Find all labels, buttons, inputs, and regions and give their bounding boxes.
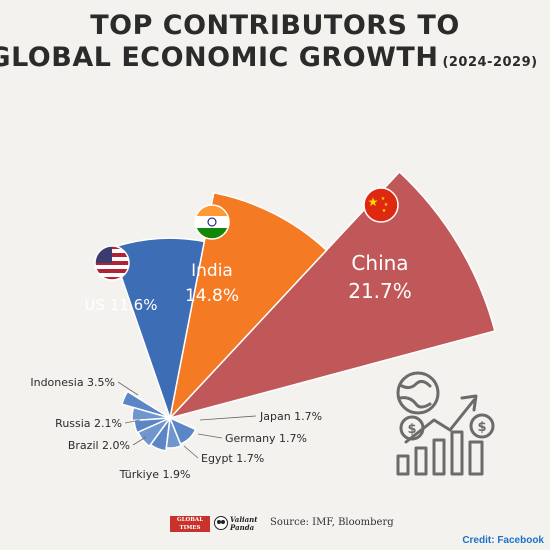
svg-text:$: $	[407, 422, 416, 437]
slice-russia	[131, 406, 171, 422]
svg-text:★: ★	[384, 202, 389, 208]
global-times-logo: GLOBAL TIMES	[170, 516, 210, 532]
us-flag-icon	[94, 245, 130, 281]
label-germany: Germany 1.7%	[225, 432, 307, 445]
slice-china	[167, 170, 496, 420]
label-india-name: India	[191, 261, 233, 281]
valiant-panda-logo: Valiant Panda	[214, 514, 262, 534]
leader-line-germany	[197, 433, 223, 439]
slice-indonesia	[121, 390, 171, 419]
chart-title-line2: GLOBAL ECONOMIC GROWTH (2024-2029)	[0, 42, 538, 73]
slice-trkiye	[137, 416, 173, 448]
slice-egypt	[149, 415, 172, 452]
leader-line-russia	[124, 419, 141, 424]
slice-india	[168, 191, 328, 421]
slice-japan	[168, 416, 197, 445]
label-indonesia: Indonesia 3.5%	[30, 376, 115, 389]
label-brazil: Brazil 2.0%	[68, 439, 130, 452]
svg-text:★: ★	[382, 208, 387, 214]
source-note: Source: IMF, Bloomberg	[270, 517, 394, 528]
panda-icon	[214, 516, 228, 530]
label-trkiye: Türkiye 1.9%	[119, 468, 191, 481]
globe-coins-growth-icon: $ $	[396, 371, 495, 476]
label-china-value: 21.7%	[348, 279, 412, 303]
svg-text:★: ★	[368, 195, 379, 209]
label-us: US 11.6%	[85, 296, 158, 314]
china-flag-icon: ★ ★★★	[363, 187, 399, 223]
india-flag-icon	[194, 204, 230, 240]
label-india-value: 14.8%	[185, 286, 239, 306]
credit-note: Credit: Facebook	[462, 535, 544, 546]
valiant-panda-logo-text: Valiant Panda	[230, 515, 258, 532]
label-japan: Japan 1.7%	[259, 410, 322, 423]
slice-germany	[165, 415, 183, 449]
chart-subtitle: (2024-2029)	[442, 55, 538, 70]
leader-line-brazil	[132, 436, 147, 446]
leader-line-japan	[199, 415, 257, 421]
chart-title-line1: TOP CONTRIBUTORS TO	[90, 10, 460, 41]
svg-text:★: ★	[381, 196, 386, 202]
label-egypt: Egypt 1.7%	[201, 452, 264, 465]
chart-title-text: GLOBAL ECONOMIC GROWTH	[0, 42, 439, 73]
leader-line-egypt	[183, 445, 199, 459]
leader-line-indonesia	[117, 381, 139, 396]
label-china-name: China	[351, 251, 408, 275]
svg-text:$: $	[477, 420, 486, 435]
label-russia: Russia 2.1%	[55, 417, 122, 430]
